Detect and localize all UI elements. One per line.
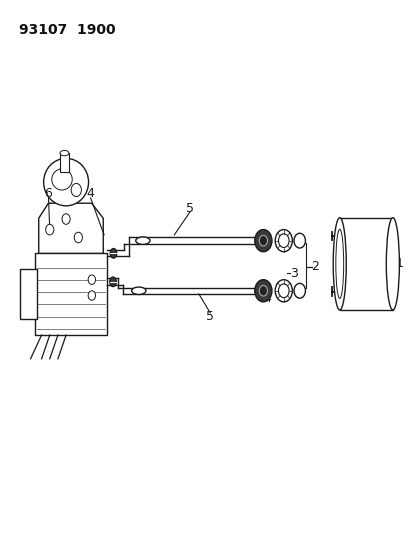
Circle shape — [254, 230, 271, 252]
Ellipse shape — [131, 287, 146, 294]
Text: 1: 1 — [395, 257, 403, 270]
Circle shape — [88, 291, 95, 300]
Ellipse shape — [71, 183, 81, 197]
Ellipse shape — [293, 284, 305, 298]
Circle shape — [259, 236, 267, 246]
Circle shape — [62, 214, 70, 224]
Bar — [20, 269, 38, 319]
Bar — [36, 253, 107, 335]
Text: 4: 4 — [86, 187, 94, 200]
Circle shape — [278, 234, 288, 247]
Text: 5: 5 — [185, 202, 193, 215]
Text: 6: 6 — [45, 187, 52, 200]
Circle shape — [275, 230, 292, 252]
Circle shape — [259, 286, 267, 296]
Text: 5: 5 — [206, 310, 214, 323]
Ellipse shape — [385, 217, 399, 310]
Circle shape — [45, 224, 54, 235]
Circle shape — [278, 284, 288, 297]
Circle shape — [254, 280, 271, 302]
Ellipse shape — [335, 229, 343, 298]
Bar — [339, 217, 392, 310]
Ellipse shape — [52, 169, 72, 190]
Ellipse shape — [110, 248, 116, 258]
Circle shape — [74, 232, 82, 243]
Circle shape — [275, 280, 292, 302]
Ellipse shape — [43, 158, 88, 206]
Text: 2: 2 — [311, 260, 318, 273]
Ellipse shape — [135, 237, 150, 244]
Polygon shape — [39, 203, 103, 253]
Circle shape — [88, 275, 95, 285]
Text: 3: 3 — [289, 267, 297, 280]
Ellipse shape — [293, 233, 305, 248]
Ellipse shape — [109, 277, 116, 287]
Bar — [60, 153, 69, 172]
Ellipse shape — [60, 150, 69, 156]
Ellipse shape — [332, 217, 345, 310]
Text: 93107  1900: 93107 1900 — [19, 23, 116, 37]
Text: 4: 4 — [263, 292, 271, 305]
